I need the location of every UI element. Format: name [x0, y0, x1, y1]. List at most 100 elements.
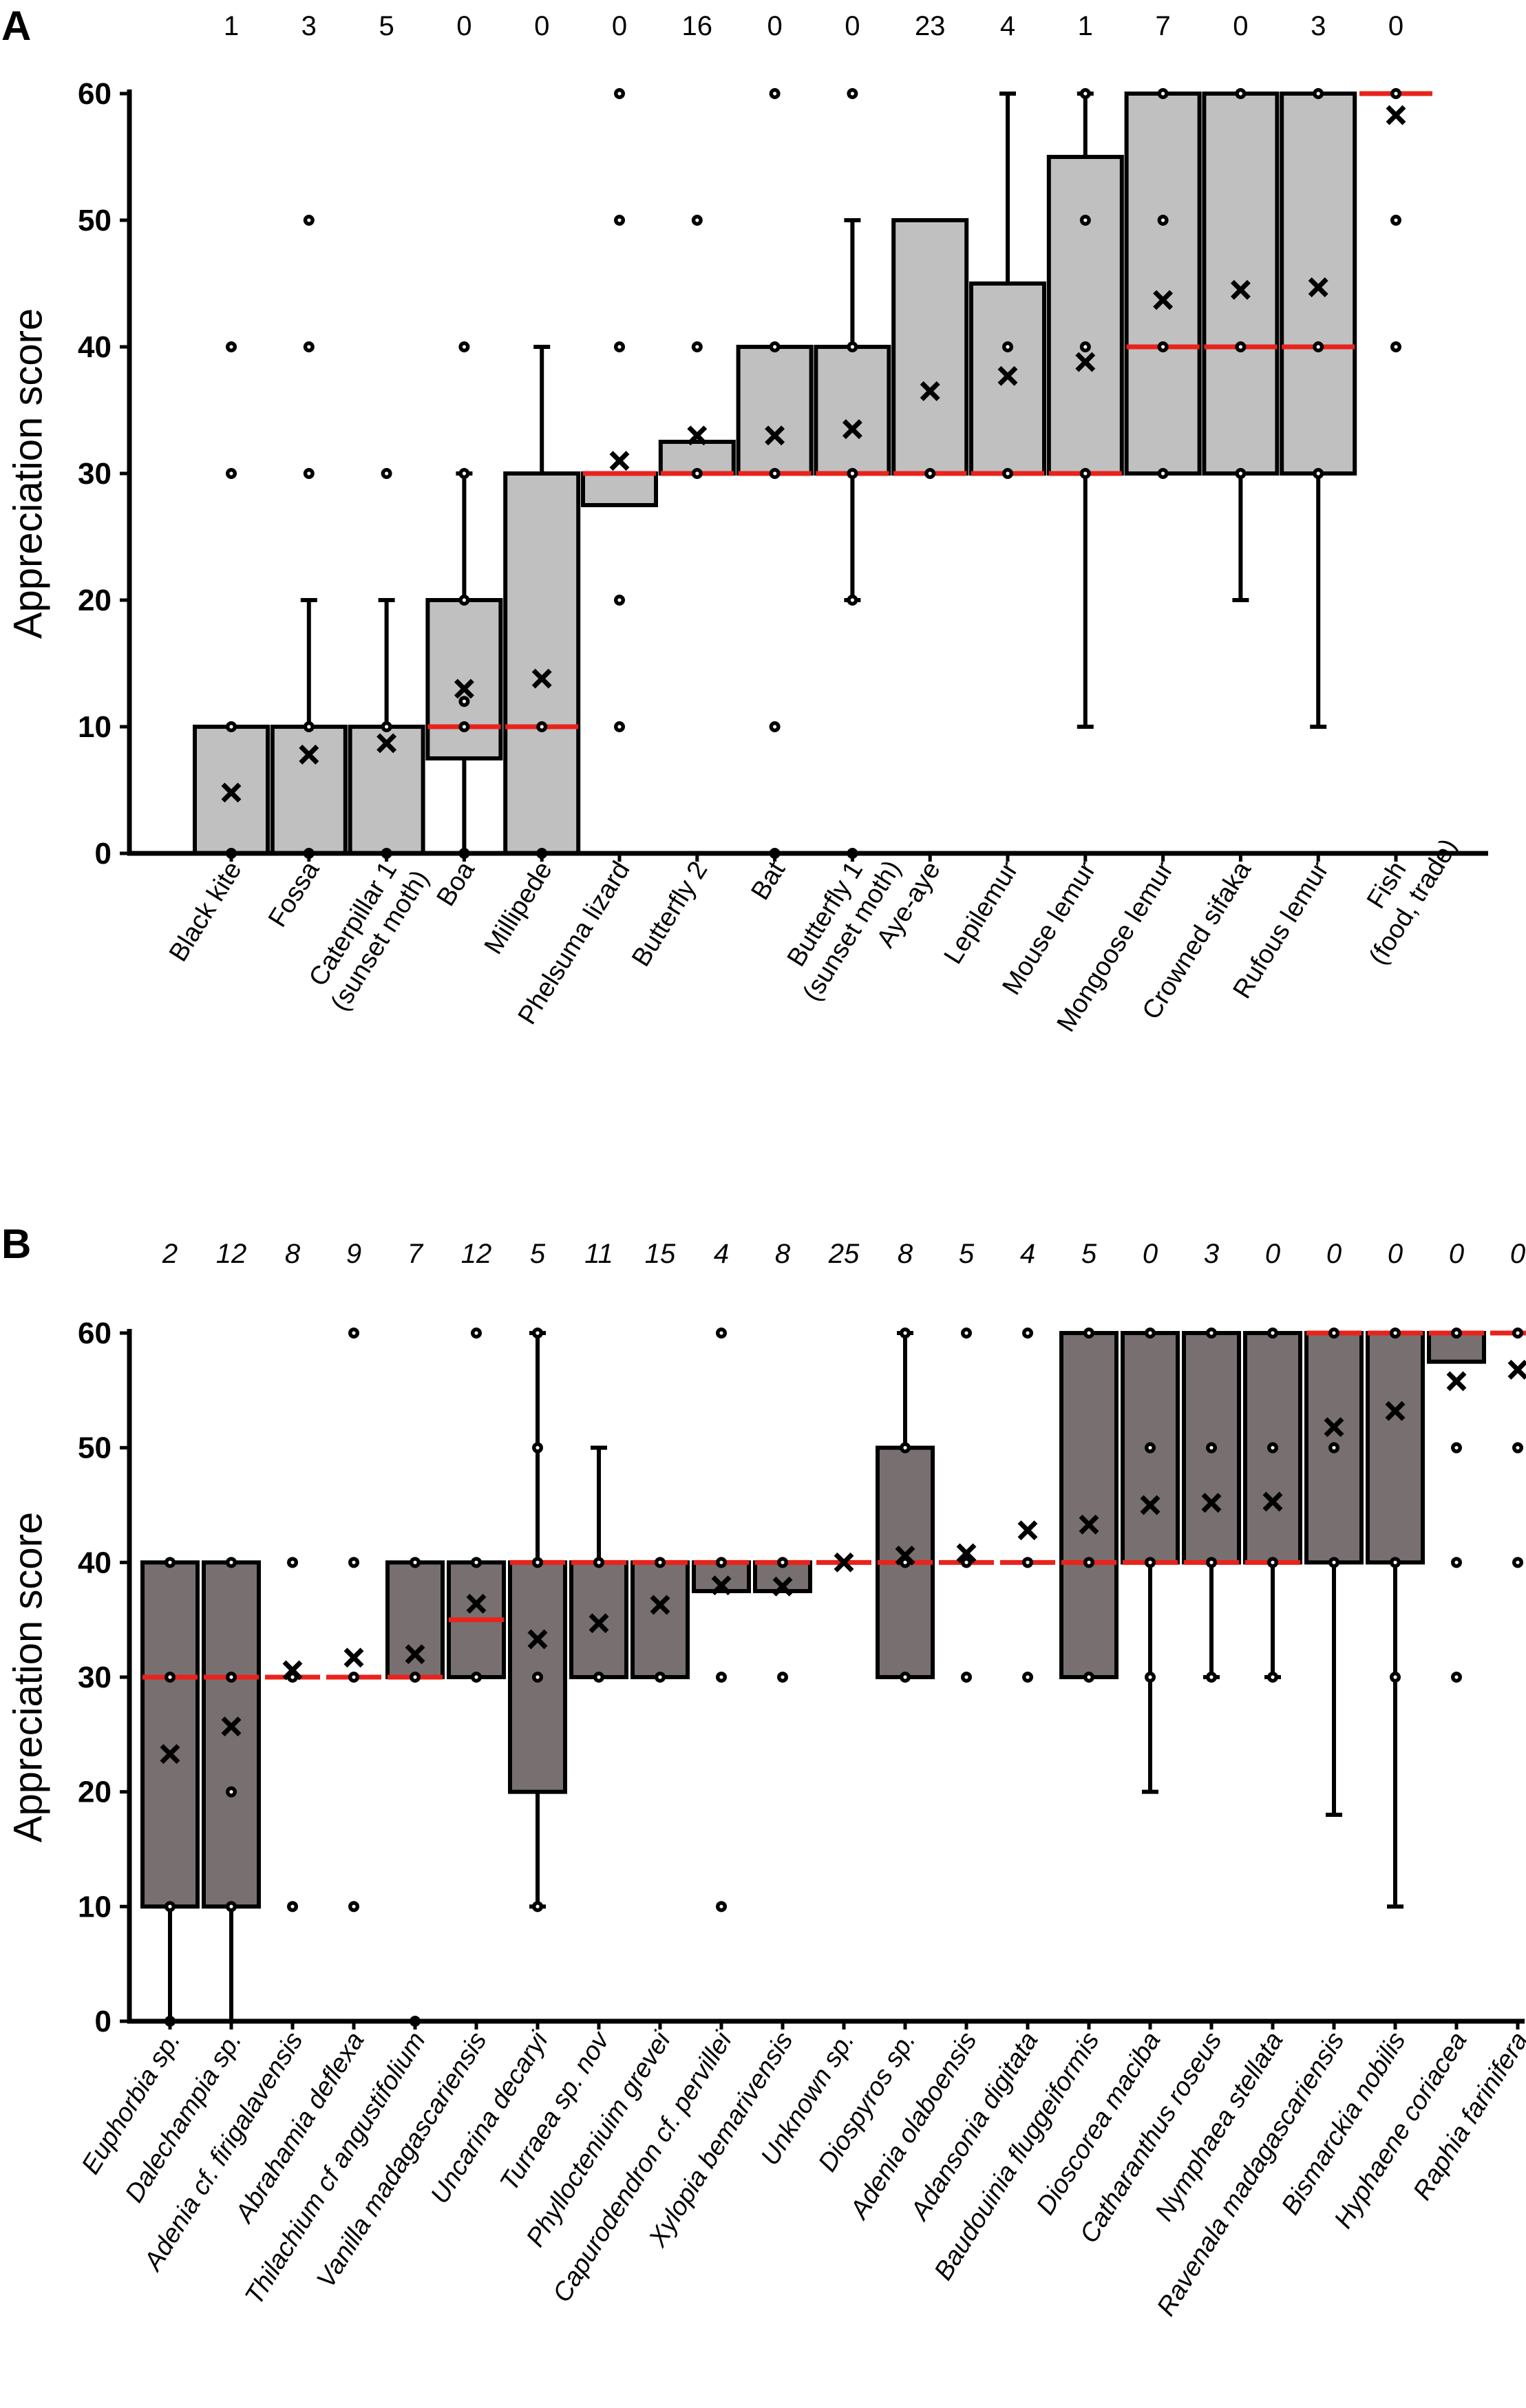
panel-a-data-point-center: [617, 725, 622, 729]
panel-b-data-point-center: [1271, 1446, 1275, 1450]
panel-a-category-label: Bat: [745, 856, 791, 905]
panel-a-data-point-center: [1238, 345, 1242, 349]
panel-a-data-point-center: [1006, 345, 1010, 349]
panel-a-category-label-line: Millipede: [479, 857, 558, 959]
panel-a-data-point-center: [1238, 471, 1242, 476]
panel-a-data-point-center: [462, 725, 467, 729]
panel-a-data-point-center: [1083, 92, 1088, 96]
panel-b-data-point-center: [903, 1560, 907, 1564]
panel-b-count-label: 5: [1081, 1239, 1097, 1269]
panel-a-data-point-center: [1161, 471, 1165, 476]
panel-b-data-point-center: [290, 1675, 295, 1679]
panel-b-data-point-center: [536, 1560, 540, 1564]
panel-a-mean-marker: [377, 733, 397, 754]
panel-b-data-point-center: [1148, 1331, 1152, 1335]
panel-b-data-point-center: [1148, 1560, 1152, 1564]
panel-b-count-label: 12: [461, 1239, 492, 1269]
panel-a-box: [270, 725, 348, 855]
panel-b-data-point-center: [1209, 1446, 1214, 1450]
panel-b-data-point-center: [474, 1560, 478, 1564]
panel-b-data-point-center: [1148, 1446, 1152, 1450]
panel-a-category-label: Millipede: [479, 857, 558, 959]
panel-b-y-tick-label: 60: [78, 1317, 112, 1350]
panel-b-data-point-center: [168, 1675, 172, 1679]
panel-b-data-point-center: [1332, 1560, 1336, 1564]
panel-a-data-point-center: [1394, 345, 1398, 349]
panel-b-data-point-center: [1026, 1331, 1030, 1335]
panel-a-data-point-center: [1316, 471, 1320, 476]
panel-b-data-point-center: [1026, 1560, 1030, 1564]
panel-a-count-label: 7: [1155, 11, 1170, 41]
panel-a-mean-marker: [1308, 277, 1328, 297]
panel-b-box: [385, 1560, 445, 1679]
panel-b-category-label: Turraea sp. nov: [494, 2026, 615, 2196]
panel-b-data-point-center: [903, 1446, 907, 1450]
panel-a-y-tick-label: 30: [78, 457, 112, 491]
panel-a-data-point-center: [229, 471, 233, 476]
panel-a-data-point-center: [928, 471, 932, 476]
panel-b-mean-marker: [711, 1575, 732, 1596]
panel-b-data-point-center: [290, 1560, 295, 1564]
panel-a-data-point-center: [307, 345, 311, 349]
panel-b-data-point-center: [781, 1560, 785, 1564]
panel-a-data-point-center: [617, 218, 622, 222]
panel-a-count-label: 16: [682, 11, 713, 41]
panel-a-y-tick-label: 0: [95, 837, 112, 871]
panel-b-data-point-center: [903, 1331, 907, 1335]
panel-a-box: [1124, 92, 1202, 476]
panel-b-data-point-center: [1454, 1560, 1459, 1564]
panel-a-category-label-line: Butterfly 2: [626, 857, 713, 972]
panel-b-y-tick-label: 10: [78, 1890, 112, 1924]
panel-a-count-label: 1: [1078, 11, 1093, 41]
panel-b-data-point-center: [352, 1331, 356, 1335]
panel-a-data-point-center: [773, 725, 777, 729]
panel-b-y-tick-label: 50: [78, 1431, 112, 1465]
panel-a-data-point-center: [307, 218, 311, 222]
panel-a-count-label: 0: [845, 11, 860, 41]
panel-b-data-point-center: [597, 1560, 601, 1564]
panel-a-mean-marker: [531, 668, 552, 689]
panel-b-mean-marker: [282, 1660, 303, 1681]
panel-b-data-point-center: [229, 1904, 233, 1908]
panel-b-count-label: 5: [959, 1239, 975, 1269]
panel-a-category-label: Lepilemur: [939, 856, 1024, 969]
panel-a-data-point-center: [1083, 345, 1088, 349]
panel-b-data-point-center: [290, 1904, 295, 1908]
panel-b-data-point-center: [964, 1331, 968, 1335]
panel-a-count-label: 3: [301, 11, 317, 41]
panel-b-y-axis-label: Appreciation score: [6, 1512, 50, 1842]
panel-a-data-point-center: [462, 598, 467, 602]
panel-b-data-point-center: [1393, 1560, 1397, 1564]
panel-b-count-label: 0: [1143, 1239, 1158, 1269]
panel-b-count-label: 9: [346, 1239, 361, 1269]
panel-b-count-label: 8: [898, 1239, 913, 1269]
panel-a-data-point-center: [850, 471, 854, 476]
panel-b-mean-marker: [1262, 1491, 1283, 1512]
panel-b-data-point-center: [1271, 1560, 1275, 1564]
panel-a-data-point-center: [540, 725, 544, 729]
panel-b-count-label: 12: [216, 1239, 247, 1269]
panel-b-box: [202, 1560, 261, 1909]
panel-a-data-point-center: [1161, 92, 1165, 96]
panel-a-data-point-center: [1161, 218, 1165, 222]
panel-a-box: [814, 345, 891, 476]
panel-a-mean-marker: [1386, 105, 1406, 125]
panel-b-mean-marker: [1201, 1493, 1222, 1513]
panel-a-category-label: Fish(food, trade): [1337, 817, 1463, 970]
panel-b-data-point-center: [352, 1560, 356, 1564]
panel-a-data-point-center: [617, 598, 622, 602]
panel-a-data-point-center: [617, 92, 622, 96]
panel-a-box: [425, 598, 503, 760]
panel-a-data-point-center: [229, 725, 233, 729]
panel-a-y-tick-label: 10: [78, 710, 112, 744]
panel-b-mean-marker: [650, 1595, 670, 1615]
panel-b-data-point-center: [658, 1560, 662, 1564]
panel-b-box: [1059, 1331, 1119, 1679]
panel-a-box: [1280, 92, 1357, 476]
panel-b-box: [1366, 1331, 1425, 1565]
panel-b-data-point-center: [1087, 1675, 1091, 1679]
panel-a-data-point-center: [1161, 345, 1165, 349]
panel-b-mean-marker: [956, 1543, 977, 1564]
panel-b-data-point-center: [536, 1446, 540, 1450]
panel-a-data-point-center: [1006, 471, 1010, 476]
